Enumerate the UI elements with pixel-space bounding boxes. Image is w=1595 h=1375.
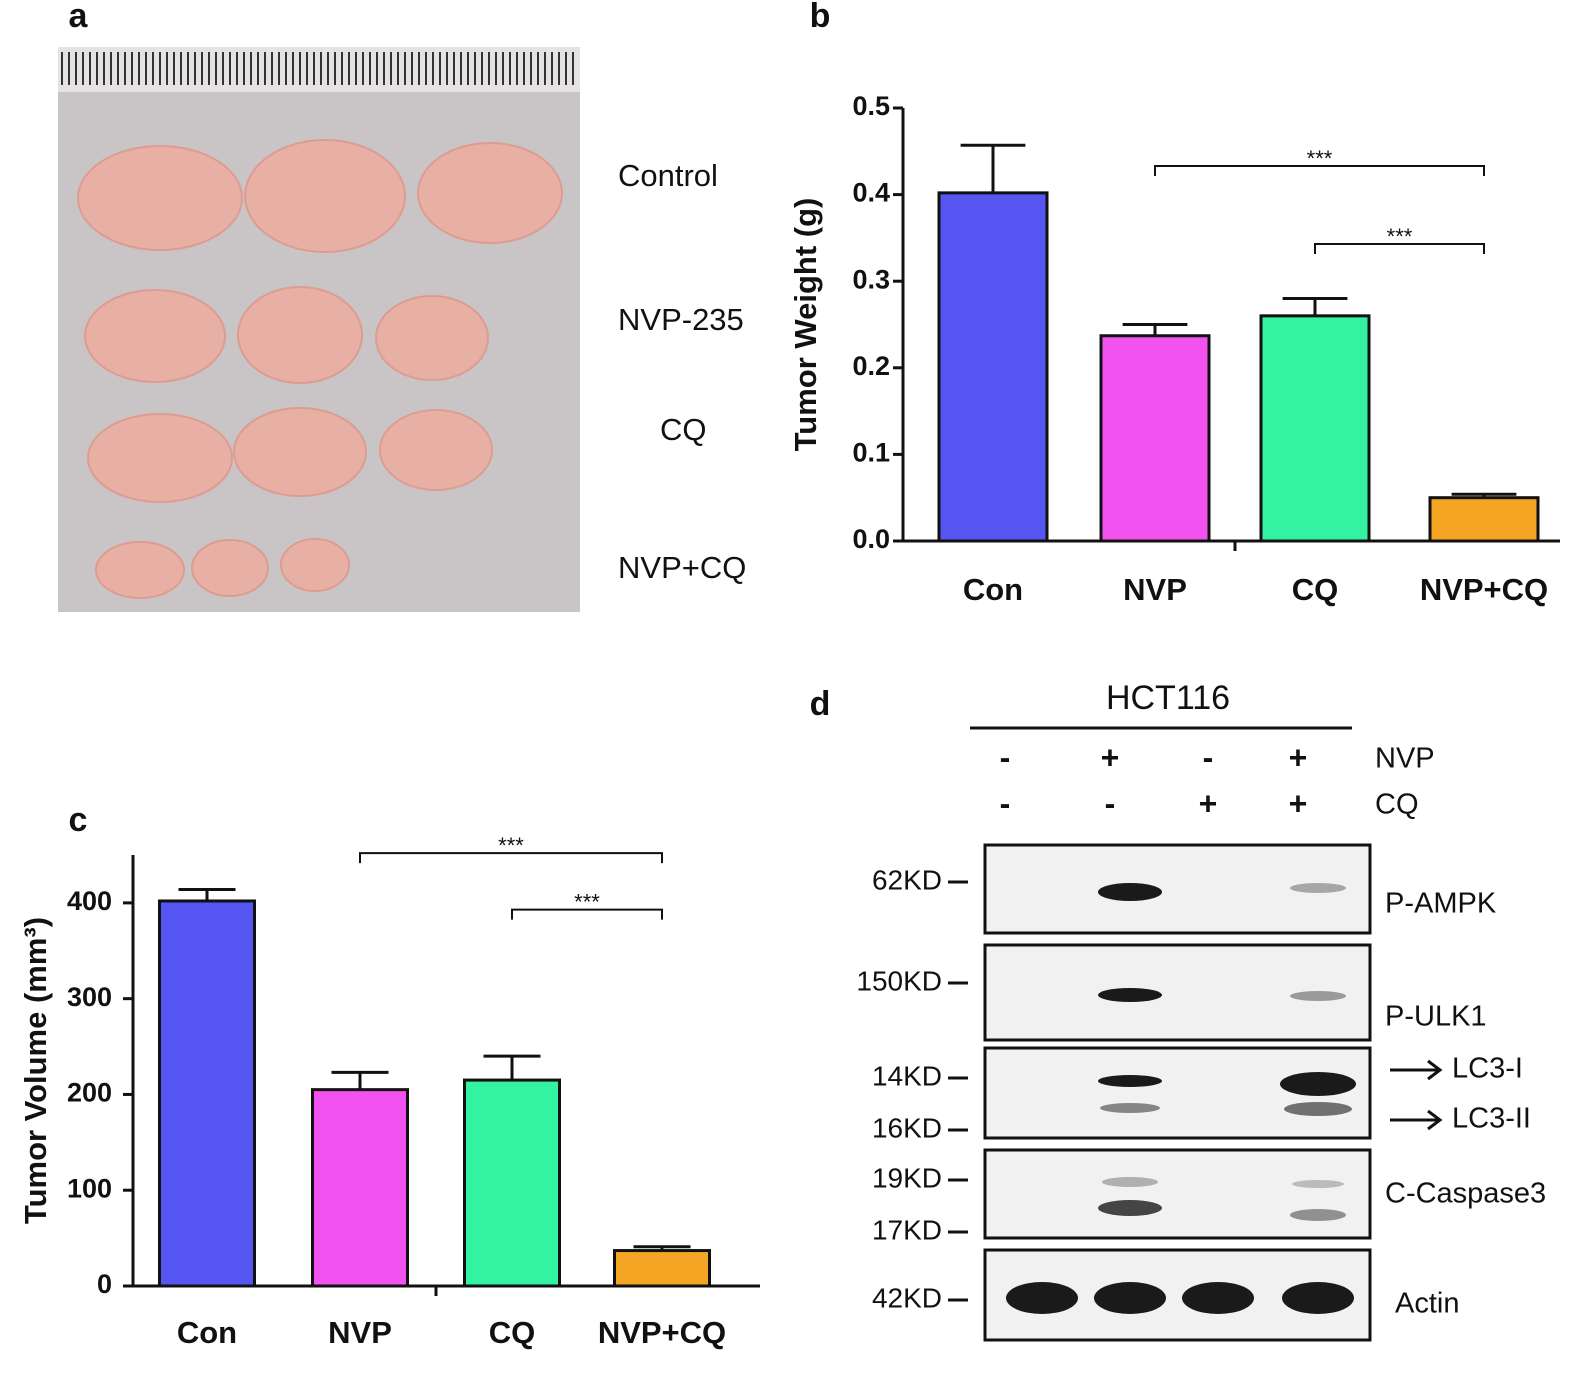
- y-tick-label: 300: [67, 982, 112, 1012]
- size-marker: 19KD: [872, 1162, 942, 1193]
- bar: [463, 1078, 561, 1288]
- y-tick-label: 0.1: [852, 438, 890, 468]
- bar: [311, 1088, 409, 1288]
- tumor-photo: [58, 47, 580, 612]
- panel-label: b: [810, 0, 831, 35]
- size-marker: 16KD: [872, 1112, 942, 1143]
- y-axis-label: Tumor Weight (g): [788, 198, 823, 452]
- treatment-sign: +: [1289, 785, 1308, 821]
- significance-label: ***: [574, 889, 600, 914]
- x-tick-label: Con: [177, 1315, 237, 1350]
- bar: [937, 191, 1049, 543]
- y-tick-label: 400: [67, 886, 112, 916]
- protein-label: LC3-I: [1452, 1053, 1523, 1085]
- size-marker: 14KD: [872, 1060, 942, 1091]
- x-tick-label: NVP: [1123, 572, 1187, 607]
- y-tick-label: 100: [67, 1173, 112, 1203]
- bar: [1099, 334, 1211, 543]
- bar: [613, 1249, 711, 1288]
- photo-label: NVP-235: [618, 302, 744, 337]
- x-tick-label: CQ: [1292, 572, 1339, 607]
- blot-title: HCT116: [1106, 679, 1230, 717]
- bar: [1428, 496, 1540, 543]
- protein-label: P-ULK1: [1385, 1001, 1487, 1033]
- bar: [158, 899, 256, 1288]
- treatment-sign: -: [1203, 739, 1214, 775]
- x-tick-label: NVP+CQ: [1420, 572, 1548, 607]
- significance-bracket: [359, 852, 663, 864]
- size-marker: 42KD: [872, 1282, 942, 1313]
- significance-bracket: [1154, 165, 1485, 177]
- treatment-sign: +: [1199, 785, 1218, 821]
- protein-label: Actin: [1395, 1288, 1459, 1320]
- y-tick-label: 0.4: [852, 178, 890, 208]
- treatment-sign: +: [1289, 739, 1308, 775]
- significance-label: ***: [1307, 146, 1333, 171]
- y-tick-label: 0.5: [852, 91, 890, 121]
- panel-label: a: [69, 0, 89, 35]
- panel-label: c: [69, 801, 88, 839]
- y-axis-label: Tumor Volume (mm³): [18, 917, 53, 1224]
- significance-bracket: [1314, 242, 1485, 254]
- x-tick-label: CQ: [489, 1315, 536, 1350]
- treatment-name: CQ: [1375, 789, 1419, 821]
- significance-label: ***: [1387, 224, 1413, 249]
- treatment-sign: +: [1101, 739, 1120, 775]
- treatment-name: NVP: [1375, 743, 1435, 775]
- protein-label: LC3-II: [1452, 1103, 1531, 1135]
- protein-label: C-Caspase3: [1385, 1178, 1546, 1210]
- blot-bands: [1006, 883, 1356, 1314]
- panel-label: d: [810, 685, 831, 723]
- band-arrow: [1390, 1059, 1443, 1081]
- photo-label: NVP+CQ: [618, 550, 746, 585]
- y-tick-label: 200: [67, 1078, 112, 1108]
- size-marker: 150KD: [856, 965, 942, 996]
- photo-label: CQ: [660, 412, 707, 447]
- protein-label: P-AMPK: [1385, 888, 1497, 920]
- size-marker: 17KD: [872, 1214, 942, 1245]
- treatment-sign: -: [1105, 785, 1116, 821]
- photo-label: Control: [618, 158, 718, 193]
- treatment-sign: -: [1000, 785, 1011, 821]
- y-tick-label: 0.0: [852, 524, 890, 554]
- x-tick-label: Con: [963, 572, 1023, 607]
- significance-bracket: [511, 908, 663, 920]
- x-tick-label: NVP+CQ: [598, 1315, 726, 1350]
- treatment-sign: -: [1000, 739, 1011, 775]
- band-arrow: [1390, 1109, 1443, 1131]
- size-marker: 62KD: [872, 864, 942, 895]
- y-tick-label: 0.3: [852, 264, 890, 294]
- x-tick-label: NVP: [328, 1315, 392, 1350]
- y-tick-label: 0: [97, 1269, 112, 1299]
- y-tick-label: 0.2: [852, 351, 890, 381]
- bar: [1259, 314, 1371, 543]
- significance-label: ***: [498, 833, 524, 858]
